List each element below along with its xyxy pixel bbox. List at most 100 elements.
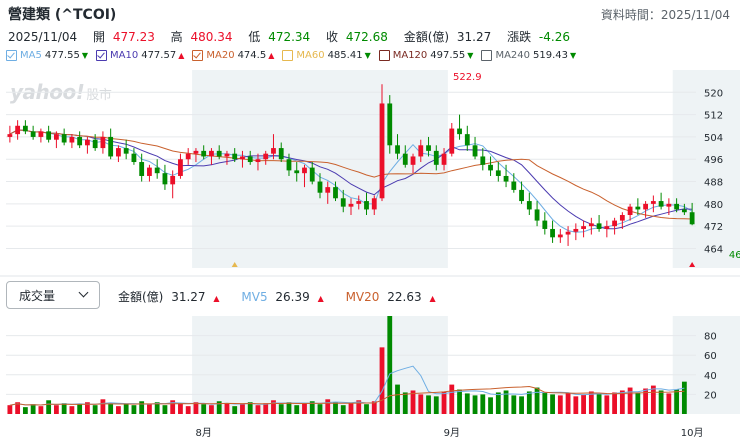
volume-bar (333, 402, 338, 414)
candle-body (317, 181, 323, 193)
volume-bar (30, 404, 36, 414)
checkbox-icon[interactable] (481, 50, 493, 61)
volume-bar (619, 390, 625, 414)
candle-body (557, 234, 563, 238)
close-label: 收 (326, 30, 339, 44)
change-label: 漲跌 (507, 30, 532, 44)
mv5-label: MV5 (241, 290, 268, 304)
volume-bar (108, 403, 114, 414)
volume-bar (627, 387, 633, 414)
candle-body (333, 187, 338, 199)
amount-value: 31.27 (456, 30, 492, 44)
mv20-label: MV20 (345, 290, 380, 304)
ma-toggle-ma20[interactable]: MA20 474.5 ▲ (192, 50, 274, 61)
candle-body (464, 134, 470, 146)
candle-body (61, 134, 67, 143)
candle-body (410, 156, 416, 165)
ma-name: MA120 (392, 50, 428, 61)
candle-body (433, 150, 439, 165)
candle-body (325, 187, 331, 193)
volume-bar (69, 406, 75, 414)
volume-bar (519, 396, 524, 414)
checkbox-icon[interactable] (6, 50, 17, 61)
candle-body (503, 175, 509, 182)
candle-body (170, 175, 176, 185)
data-time: 資料時間：2025/11/04 (600, 8, 730, 22)
candle-body (232, 153, 238, 160)
candle-body (348, 203, 354, 207)
volume-bar (193, 402, 199, 414)
candle-body (216, 150, 222, 157)
event-marker-icon (231, 262, 238, 267)
candle-body (147, 167, 152, 176)
volume-bar (15, 402, 21, 414)
volume-bar (364, 404, 369, 414)
volume-indicator-select[interactable]: 成交量 (6, 281, 100, 309)
volume-bar (123, 404, 129, 414)
candle-body (46, 131, 52, 140)
candle-body (581, 226, 586, 229)
volume-bar (635, 392, 641, 414)
volume-tick-label: 40 (704, 371, 717, 382)
volume-bar (286, 402, 292, 414)
ma10-line (9, 129, 693, 230)
volume-bar (22, 407, 28, 414)
ma-value: 474.5 (237, 50, 267, 61)
checkbox-icon[interactable] (378, 50, 390, 61)
shaded-period (192, 70, 448, 268)
candle-body (604, 226, 610, 229)
candle-body (472, 145, 478, 157)
checkbox-icon[interactable] (282, 50, 294, 61)
candle-body (340, 198, 346, 207)
volume-bar (565, 393, 571, 414)
candle-body (30, 131, 36, 137)
volume-bar (643, 388, 649, 414)
price-tick-label: 496 (704, 155, 723, 166)
volume-bar (666, 393, 672, 414)
volume-bar (309, 401, 315, 414)
candle-body (271, 148, 276, 154)
candle-body (565, 231, 571, 235)
volume-bar (77, 404, 83, 414)
volume-tick-label: 80 (704, 332, 717, 343)
ma-value: 477.57 (141, 50, 177, 61)
price-tick-label: 504 (704, 133, 723, 144)
ma-value: 485.41 (327, 50, 363, 61)
volume-bar (348, 403, 354, 414)
candle-body (356, 201, 362, 204)
volume-bar (162, 405, 168, 414)
x-tick-label: 8月 (196, 427, 212, 439)
candle-body (480, 156, 486, 165)
volume-bar (147, 404, 152, 414)
candle-body (116, 148, 121, 157)
high-annotation: 522.9 (453, 72, 482, 83)
checkbox-icon[interactable] (96, 50, 107, 61)
candle-body (418, 145, 424, 157)
ma-toggle-ma60[interactable]: MA60 485.41 ▼ (282, 50, 371, 61)
candle-body (185, 153, 191, 160)
vol-amount-label: 金額(億) (118, 290, 164, 304)
high-label: 高 (170, 30, 183, 44)
volume-bar (604, 395, 610, 414)
volume-bar (61, 403, 67, 414)
ma-toggle-ma240[interactable]: MA240 519.43 ▼ (481, 50, 576, 61)
candle-body (612, 220, 617, 227)
candle-body (22, 125, 28, 132)
volume-bar (139, 401, 145, 414)
ma-toggle-ma10[interactable]: MA10 477.57 ▲ (96, 50, 184, 61)
candle-body (441, 153, 447, 165)
mv20-value: 22.63 (387, 290, 422, 304)
volume-bar (681, 381, 687, 414)
candle-body (7, 134, 13, 137)
volume-bar (170, 400, 176, 414)
price-tick-label: 472 (704, 222, 723, 233)
checkbox-icon[interactable] (192, 50, 204, 61)
arrow-up-icon: ▲ (429, 294, 436, 303)
ma5-line (9, 129, 693, 233)
vol-amount-value: 31.27 (171, 290, 206, 304)
candle-body (193, 150, 199, 154)
ma-toggle-ma5[interactable]: MA5 477.55 ▼ (6, 50, 88, 61)
arrow-down-icon: ▼ (570, 51, 577, 60)
ma-toggle-ma120[interactable]: MA120 497.55 ▼ (378, 50, 473, 61)
